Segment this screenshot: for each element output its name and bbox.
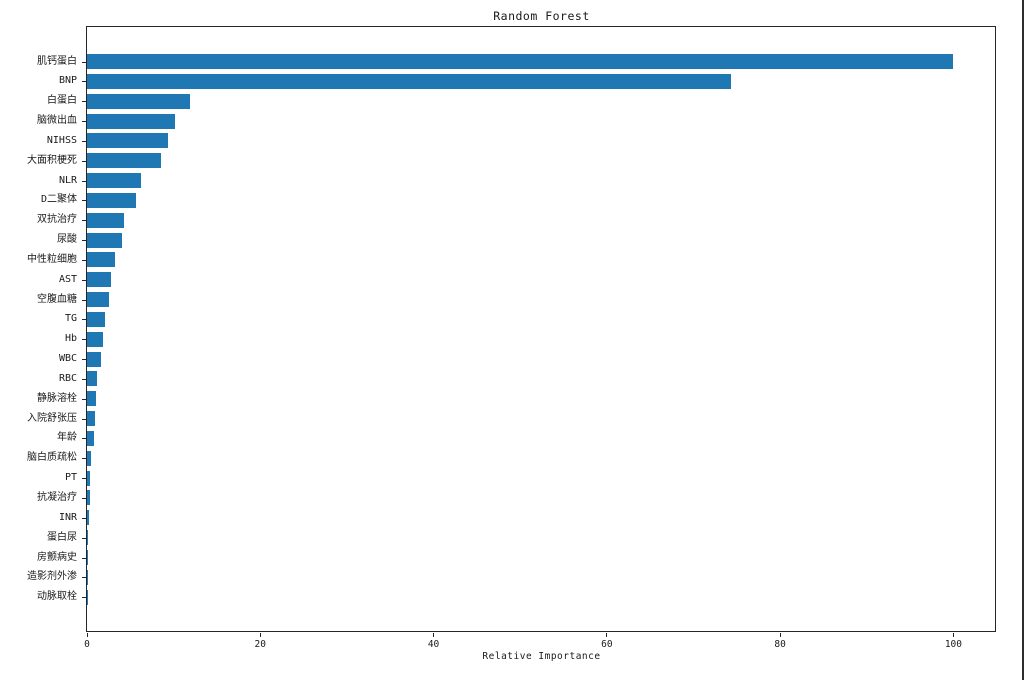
y-tick-mark: [81, 339, 86, 341]
bar: [87, 133, 168, 149]
x-tick-label: 40: [427, 639, 440, 650]
y-tick-label: 入院舒张压: [27, 412, 77, 424]
y-tick-mark: [81, 537, 86, 539]
y-tick-label: 肌钙蛋白: [37, 55, 77, 67]
bar: [87, 272, 112, 288]
y-tick-label: TG: [64, 313, 77, 325]
y-tick-label: 房颤病史: [37, 551, 77, 563]
y-tick-mark: [81, 200, 86, 202]
y-tick-label: RBC: [58, 372, 77, 384]
y-tick-mark: [81, 279, 86, 281]
x-tick-label: 20: [254, 639, 266, 650]
y-tick-label: Hb: [64, 333, 77, 345]
bar: [87, 93, 191, 109]
bar: [87, 351, 101, 367]
window-right-border: [1022, 0, 1024, 680]
bar: [87, 490, 90, 506]
bar: [87, 113, 176, 129]
y-tick-mark: [81, 557, 86, 559]
y-tick-mark: [81, 140, 86, 142]
x-tick-label: 0: [84, 639, 90, 650]
x-tick-mark: [259, 632, 261, 637]
y-tick-label: NLR: [58, 174, 77, 186]
y-tick-label: AST: [58, 273, 77, 285]
y-tick-label: D二聚体: [40, 194, 77, 206]
bar: [87, 54, 954, 69]
y-tick-label: 动脉取栓: [37, 591, 77, 603]
bar: [87, 470, 91, 486]
y-tick-label: WBC: [58, 353, 77, 365]
bar: [87, 252, 115, 268]
x-tick-label: 80: [774, 639, 786, 650]
y-tick-mark: [81, 160, 86, 162]
y-tick-label: PT: [64, 472, 77, 484]
y-tick-mark: [81, 577, 86, 579]
y-tick-mark: [81, 81, 86, 83]
x-tick-label: 60: [601, 639, 613, 650]
y-tick-mark: [81, 299, 86, 301]
x-tick-mark: [606, 632, 608, 637]
x-tick-label: 100: [944, 639, 962, 650]
bar: [87, 411, 95, 427]
y-tick-label: 白蛋白: [47, 95, 77, 107]
y-tick-label: 脑白质疏松: [27, 452, 77, 464]
y-tick-mark: [81, 478, 86, 480]
y-tick-label: 中性粒细胞: [27, 253, 77, 265]
y-tick-label: 抗凝治疗: [37, 491, 77, 503]
y-tick-label: 双抗治疗: [37, 214, 77, 226]
x-tick-mark: [779, 632, 781, 637]
y-tick-label: BNP: [58, 75, 77, 87]
y-tick-label: 大面积梗死: [27, 154, 77, 166]
plot-area: 肌钙蛋白 BNP 白蛋白脑微出血 NIHSS 大面积梗死 NLR D二聚体双抗治疗尿酸中性粒…: [27, 26, 996, 650]
bar: [87, 450, 91, 466]
y-tick-label: 造影剂外渗: [27, 571, 77, 583]
y-tick-mark: [81, 319, 86, 321]
y-tick-mark: [81, 497, 86, 499]
y-tick-mark: [81, 180, 86, 182]
y-tick-label: 尿酸: [57, 234, 77, 246]
bar: [87, 331, 103, 347]
bar: [87, 173, 141, 189]
y-tick-mark: [81, 438, 86, 440]
y-tick-mark: [81, 597, 86, 599]
bar: [87, 510, 90, 526]
y-tick-mark: [81, 517, 86, 519]
bar: [87, 212, 125, 228]
y-tick-label: 脑微出血: [37, 115, 77, 127]
x-tick-mark: [86, 632, 88, 637]
bar: [87, 311, 106, 327]
y-tick-mark: [81, 458, 86, 460]
bar: [87, 153, 161, 169]
y-tick-mark: [81, 259, 86, 261]
y-tick-label: 年龄: [57, 432, 77, 444]
y-tick-label: 静脉溶栓: [37, 392, 77, 404]
x-axis-label: Relative Importance: [482, 651, 601, 662]
y-tick-label: 空腹血糖: [37, 293, 77, 305]
y-tick-mark: [81, 101, 86, 103]
x-tick-mark: [433, 632, 435, 637]
y-tick-mark: [81, 220, 86, 222]
x-tick-mark: [952, 632, 954, 637]
y-tick-label: INR: [58, 511, 77, 523]
y-tick-label: NIHSS: [46, 134, 77, 146]
y-tick-mark: [81, 418, 86, 420]
y-tick-mark: [81, 61, 86, 63]
y-tick-label: 蛋白尿: [47, 531, 77, 543]
bar: [87, 391, 96, 407]
bar: [87, 371, 97, 387]
y-tick-mark: [81, 359, 86, 361]
bar: [87, 292, 109, 308]
bar: [87, 232, 122, 248]
y-tick-mark: [81, 398, 86, 400]
bar: [87, 73, 731, 89]
y-tick-mark: [81, 378, 86, 380]
bar: [87, 430, 94, 446]
y-tick-mark: [81, 121, 86, 123]
bar: [87, 192, 137, 208]
chart-title: Random Forest: [493, 9, 590, 23]
y-tick-mark: [81, 240, 86, 242]
